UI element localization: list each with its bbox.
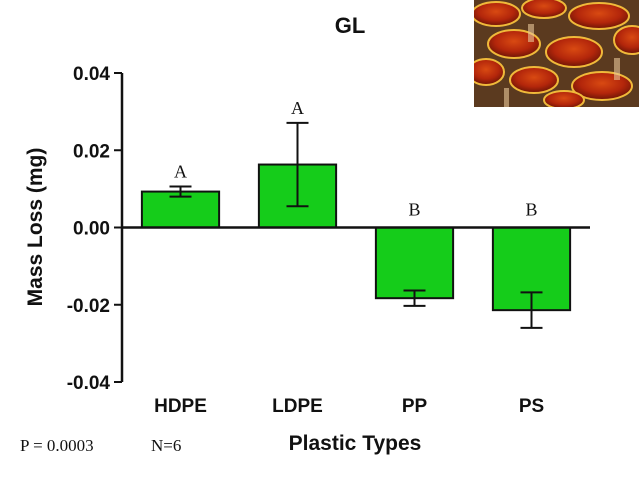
y-tick-label: -0.02 [67, 296, 110, 317]
p-value-note: P = 0.0003 [20, 436, 94, 455]
sample-size-note: N=6 [151, 436, 182, 455]
y-tick-label: 0.04 [73, 64, 110, 85]
x-tick-label-ldpe: LDPE [272, 396, 323, 417]
error-bar-ldpe [286, 121, 309, 208]
reishi-mushroom-photo [474, 0, 639, 107]
error-bar-pp [403, 289, 426, 307]
x-tick-label-pp: PP [402, 396, 428, 417]
x-tick-label-hdpe: HDPE [154, 396, 207, 417]
y-tick-label: 0.02 [73, 141, 110, 162]
error-bar-ps [520, 291, 543, 329]
chart-title: GL [335, 13, 366, 38]
x-tick-label-ps: PS [519, 396, 544, 417]
group-letter-pp: B [408, 200, 420, 220]
group-letter-ldpe: A [291, 98, 304, 118]
y-axis-label: Mass Loss (mg) [24, 148, 47, 307]
bar-pp [374, 226, 455, 300]
group-letter-ps: B [525, 200, 537, 220]
y-tick-label: -0.04 [67, 373, 111, 394]
group-letter-hdpe: A [174, 162, 187, 182]
x-axis-label: Plastic Types [289, 432, 422, 455]
error-bar-hdpe [169, 185, 192, 198]
y-tick-label: 0.00 [73, 219, 110, 240]
